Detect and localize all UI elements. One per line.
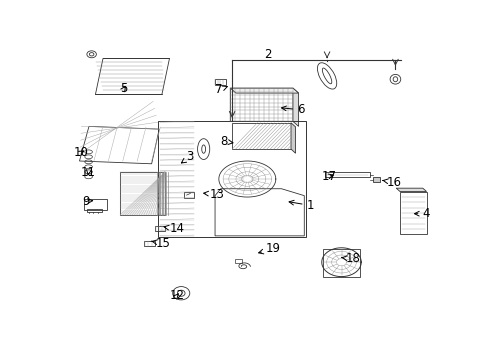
Bar (144, 240, 155, 246)
Text: 18: 18 (342, 252, 361, 265)
Bar (325, 172, 370, 177)
Text: 7: 7 (215, 83, 227, 96)
Text: 14: 14 (164, 222, 184, 235)
Polygon shape (230, 88, 298, 93)
Text: 16: 16 (383, 176, 402, 189)
Text: 15: 15 (151, 237, 171, 250)
Polygon shape (396, 188, 427, 192)
Text: 1: 1 (289, 199, 314, 212)
Bar (230, 88, 293, 121)
Bar (235, 260, 242, 263)
Text: 3: 3 (181, 150, 194, 163)
Text: 6: 6 (282, 103, 304, 116)
Text: 17: 17 (321, 170, 336, 183)
Bar (215, 79, 226, 85)
Text: 10: 10 (74, 146, 88, 159)
Text: 8: 8 (220, 135, 233, 148)
Polygon shape (291, 123, 295, 153)
Text: 5: 5 (120, 82, 127, 95)
Bar (232, 123, 291, 149)
Bar (372, 177, 380, 183)
Text: 12: 12 (170, 289, 184, 302)
Bar (400, 192, 427, 234)
Text: 4: 4 (415, 207, 430, 220)
Bar (87, 209, 102, 212)
Text: 2: 2 (265, 48, 272, 61)
Bar (322, 249, 361, 276)
Text: 19: 19 (259, 242, 281, 255)
Bar (184, 192, 194, 198)
Text: 9: 9 (82, 195, 93, 208)
Bar (155, 226, 165, 231)
Polygon shape (293, 88, 298, 126)
Text: 13: 13 (204, 188, 224, 201)
Text: 11: 11 (81, 166, 96, 179)
Bar (84, 199, 107, 210)
Bar (120, 172, 165, 215)
